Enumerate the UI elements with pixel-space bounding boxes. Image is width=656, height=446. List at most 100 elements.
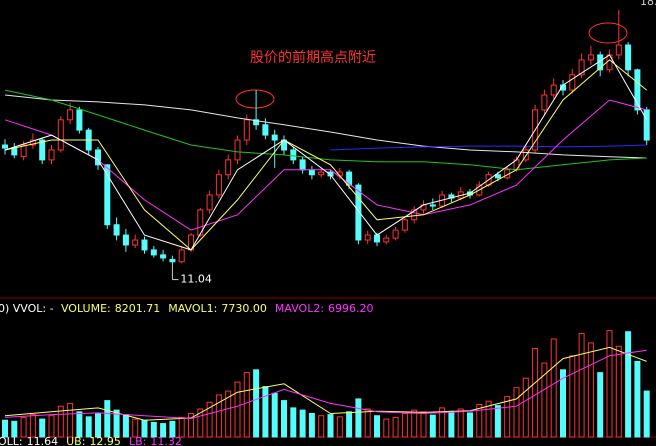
volume-bar bbox=[57, 405, 64, 438]
volume-bar bbox=[401, 412, 408, 438]
volume-bar bbox=[243, 372, 250, 438]
candle-body bbox=[587, 54, 594, 61]
indicator-name: UB: bbox=[66, 435, 85, 446]
volume-bar bbox=[374, 415, 380, 438]
candle-body bbox=[625, 44, 632, 71]
candle-body bbox=[225, 159, 232, 176]
candle-body bbox=[290, 149, 297, 161]
volume-bar bbox=[206, 401, 213, 438]
volume-bar bbox=[225, 390, 232, 438]
candle-body bbox=[299, 159, 306, 171]
indicator-name: OLL: bbox=[0, 435, 23, 446]
volume-bar bbox=[467, 412, 473, 438]
volume-bar bbox=[522, 377, 529, 438]
candle-body bbox=[20, 144, 27, 157]
candle-body bbox=[57, 119, 64, 151]
candle-body bbox=[141, 239, 148, 251]
candle-body bbox=[169, 258, 176, 263]
indicator-value: 11.32 bbox=[150, 435, 182, 446]
candle-body bbox=[318, 171, 325, 176]
volume-bar bbox=[318, 415, 325, 438]
volume-bar bbox=[39, 418, 46, 438]
volume-bar bbox=[513, 387, 520, 438]
volume-bar bbox=[420, 411, 427, 438]
volume-bar bbox=[448, 410, 455, 438]
volume-bar bbox=[290, 407, 297, 438]
volume-bar bbox=[48, 415, 55, 438]
volume-bar bbox=[160, 423, 167, 438]
volume-bar bbox=[336, 416, 343, 438]
volume-bar bbox=[132, 418, 139, 438]
volume-bar bbox=[606, 330, 613, 438]
volume-bar bbox=[85, 416, 92, 438]
candle-body bbox=[76, 109, 83, 131]
candle-body bbox=[67, 109, 74, 121]
corner-label: 18. bbox=[640, 0, 656, 8]
candle-body bbox=[522, 149, 529, 161]
volume-bar bbox=[411, 409, 418, 438]
candle-body bbox=[122, 234, 129, 246]
volume-bar bbox=[494, 405, 501, 438]
candle-body bbox=[150, 249, 157, 256]
volume-bar bbox=[2, 419, 8, 438]
candle-body bbox=[401, 219, 408, 231]
candle-body bbox=[578, 59, 585, 76]
indicator-name: MAVOL2: bbox=[275, 302, 324, 315]
volume-bar bbox=[587, 342, 594, 438]
indicator-name: VOLUME: bbox=[61, 302, 111, 315]
indicator-value: 7730.00 bbox=[221, 302, 267, 315]
candle-body bbox=[271, 134, 278, 141]
ma-line bbox=[4, 54, 648, 251]
volume-bar bbox=[355, 398, 362, 438]
candle-body bbox=[95, 149, 101, 166]
volume-bar bbox=[150, 421, 157, 438]
volume-bar bbox=[234, 381, 241, 438]
candle-body bbox=[197, 209, 204, 236]
candle-body bbox=[104, 164, 111, 226]
ma-line bbox=[4, 94, 647, 159]
candle-body bbox=[308, 169, 315, 176]
volume-bar bbox=[20, 416, 27, 438]
ma-line bbox=[4, 59, 648, 251]
low-label: 11.04 bbox=[180, 273, 212, 286]
volume-bar bbox=[457, 408, 464, 438]
ma-line bbox=[4, 349, 647, 420]
candle-body bbox=[346, 171, 353, 186]
candle-body bbox=[327, 171, 334, 177]
volume-bar bbox=[67, 402, 74, 438]
candle-body bbox=[429, 204, 436, 207]
candle-body bbox=[206, 194, 213, 211]
volume-bar bbox=[532, 348, 539, 438]
volume-bar bbox=[253, 369, 260, 438]
volume-bar bbox=[188, 412, 194, 438]
candle-body bbox=[550, 84, 557, 96]
candle-body bbox=[39, 139, 46, 161]
volume-bar bbox=[113, 409, 120, 438]
candle-body bbox=[634, 69, 641, 111]
volume-bar bbox=[504, 396, 511, 438]
indicator-prefix: 0) VVOL: - bbox=[0, 302, 54, 315]
candle-body bbox=[355, 184, 362, 241]
candle-body bbox=[262, 124, 269, 136]
volume-bar bbox=[550, 338, 557, 438]
volume-bar bbox=[429, 414, 436, 438]
candle-body bbox=[2, 144, 8, 149]
candle-body bbox=[29, 139, 36, 146]
indicator-value: 6996.20 bbox=[328, 302, 374, 315]
candle-body bbox=[178, 249, 185, 263]
volume-bar bbox=[634, 360, 641, 438]
candle-body bbox=[494, 174, 501, 179]
candle-body bbox=[541, 94, 548, 111]
indicator-name: LB: bbox=[129, 435, 146, 446]
volume-bar bbox=[308, 412, 315, 438]
volume-bar bbox=[327, 414, 334, 438]
volume-bar bbox=[11, 420, 18, 438]
candle-body bbox=[643, 109, 650, 141]
candle-body bbox=[11, 147, 18, 156]
volume-bar bbox=[392, 416, 399, 438]
ma-line bbox=[4, 89, 647, 171]
volume-bar bbox=[643, 390, 650, 438]
candle-body bbox=[383, 237, 390, 243]
indicator-header: OLL: 11.64 UB: 12.95 LB: 11.32 bbox=[0, 435, 182, 446]
